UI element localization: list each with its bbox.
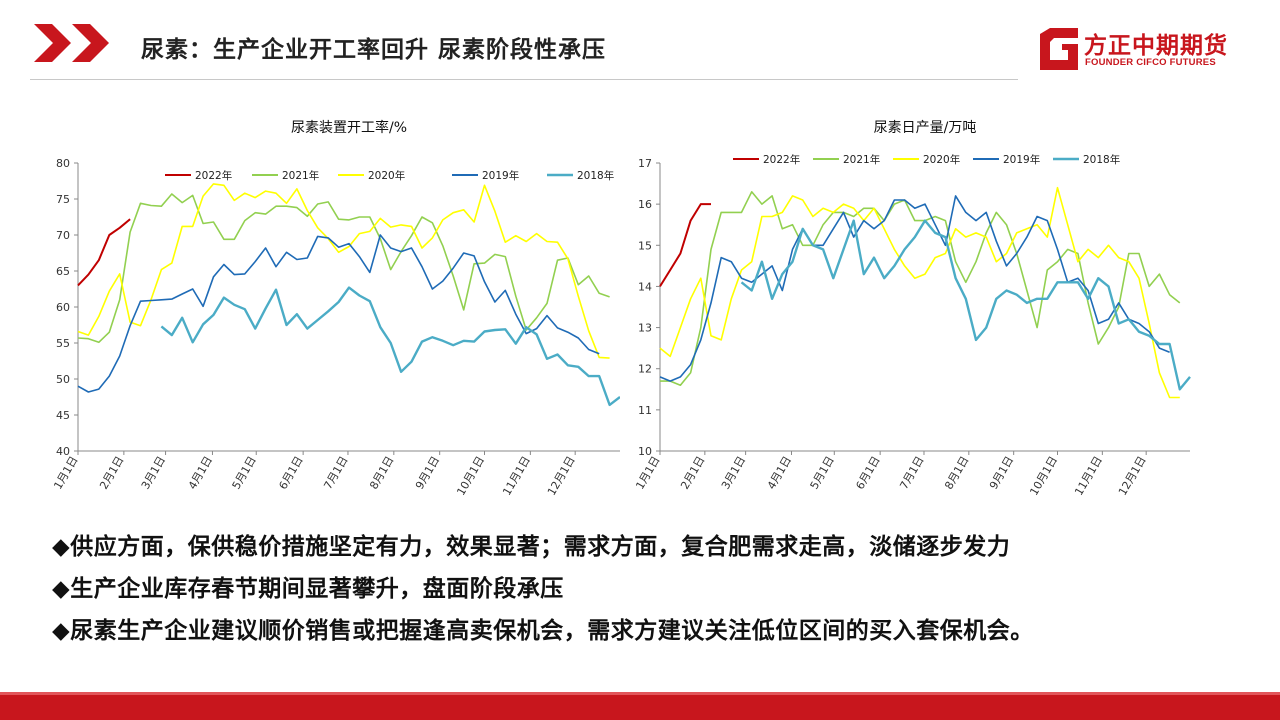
x-tick-label: 2月1日: [678, 454, 707, 492]
y-tick-label: 65: [56, 265, 70, 278]
series-line-2022年: [659, 203, 711, 287]
x-tick-label: 1月1日: [633, 454, 662, 492]
series-line-2018年: [740, 219, 1191, 391]
legend-label: 2018年: [577, 169, 614, 182]
bullet-item: ◆尿素生产企业建议顺价销售或把握逢高卖保机会，需求方建议关注低位区间的买入套保机…: [52, 610, 1034, 652]
series-line-2020年: [659, 186, 1180, 399]
y-tick-label: 11: [638, 404, 652, 417]
y-tick-label: 14: [638, 280, 652, 293]
logo-mark-icon: [1040, 28, 1078, 70]
x-tick-label: 10月1日: [454, 454, 487, 498]
y-tick-label: 75: [56, 193, 70, 206]
bullet-text: 尿素生产企业建议顺价销售或把握逢高卖保机会，需求方建议关注低位区间的买入套保机会…: [70, 618, 1034, 644]
legend-label: 2019年: [1003, 153, 1040, 166]
chart-title: 尿素日产量/万吨: [874, 120, 977, 136]
y-tick-label: 15: [638, 239, 652, 252]
chart-title: 尿素装置开工率/%: [291, 119, 407, 136]
x-tick-label: 12月1日: [1116, 454, 1149, 498]
x-tick-label: 3月1日: [139, 454, 168, 492]
y-tick-label: 60: [56, 301, 70, 314]
y-tick-label: 10: [638, 445, 652, 458]
x-tick-label: 11月1日: [1072, 454, 1105, 498]
y-tick-label: 17: [638, 157, 652, 170]
legend-label: 2022年: [195, 169, 232, 182]
legend-label: 2018年: [1083, 153, 1120, 166]
series-line-2019年: [77, 234, 600, 393]
bullet-item: ◆供应方面，保供稳价措施坚定有力，效果显著；需求方面，复合肥需求走高，淡储逐步发…: [52, 526, 1034, 568]
legend-label: 2021年: [843, 153, 880, 166]
y-tick-label: 40: [56, 445, 70, 458]
y-tick-label: 13: [638, 322, 652, 335]
bullet-list: ◆供应方面，保供稳价措施坚定有力，效果显著；需求方面，复合肥需求走高，淡储逐步发…: [52, 526, 1034, 652]
x-tick-label: 7月1日: [897, 454, 926, 492]
legend-label: 2022年: [763, 153, 800, 166]
x-tick-label: 3月1日: [719, 454, 748, 492]
series-line-2021年: [660, 191, 1181, 387]
y-tick-label: 70: [56, 229, 70, 242]
logo-text-en: FOUNDER CIFCO FUTURES: [1085, 57, 1216, 68]
daily-output-chart: 尿素日产量/万吨 10 11 12 13 14 15 16 17 1月1日 2月1日 3月1日 4月1日…: [633, 120, 1191, 498]
diamond-bullet-icon: ◆: [52, 576, 71, 602]
x-tick-label: 4月1日: [186, 454, 215, 492]
x-tick-label: 9月1日: [413, 454, 442, 492]
x-tick-label: 8月1日: [367, 454, 396, 492]
page-title: 尿素：生产企业开工率回升 尿素阶段性承压: [141, 37, 607, 63]
series-line-2022年: [77, 218, 131, 287]
company-logo: 方正中期期货 FOUNDER CIFCO FUTURES: [1040, 26, 1255, 76]
x-tick-label: 11月1日: [500, 454, 533, 498]
y-tick-label: 16: [638, 198, 652, 211]
x-tick-label: 5月1日: [808, 454, 837, 492]
bullet-text: 生产企业库存春节期间显著攀升，盘面阶段承压: [70, 576, 564, 602]
x-tick-label: 1月1日: [51, 454, 80, 492]
chevron-arrows-icon: [34, 24, 114, 66]
x-tick-label: 8月1日: [942, 454, 971, 492]
legend-label: 2019年: [482, 169, 519, 182]
y-tick-label: 45: [56, 409, 70, 422]
series-line-2020年: [77, 183, 610, 359]
operating-rate-chart: 尿素装置开工率/% 40 45 50 55 60 65 70 75 80 1月1日 2月1日 3月1日 4…: [51, 119, 620, 498]
x-tick-label: 12月1日: [545, 454, 578, 498]
diamond-bullet-icon: ◆: [52, 618, 71, 644]
bullet-item: ◆生产企业库存春节期间显著攀升，盘面阶段承压: [52, 568, 1034, 610]
bullet-text: 供应方面，保供稳价措施坚定有力，效果显著；需求方面，复合肥需求走高，淡储逐步发力: [70, 534, 1011, 560]
series-line-2018年: [160, 286, 620, 407]
x-tick-label: 9月1日: [987, 454, 1016, 492]
footer-stripe: [0, 692, 1280, 695]
x-tick-label: 6月1日: [853, 454, 882, 492]
legend-label: 2021年: [282, 169, 319, 182]
series-line-2019年: [659, 195, 1170, 382]
y-tick-label: 80: [56, 157, 70, 170]
x-tick-label: 6月1日: [276, 454, 305, 492]
x-tick-label: 4月1日: [765, 454, 794, 492]
logo-text-cn: 方正中期期货: [1084, 33, 1228, 59]
x-tick-label: 10月1日: [1027, 454, 1060, 498]
x-tick-label: 2月1日: [97, 454, 126, 492]
legend-label: 2020年: [368, 169, 405, 182]
x-tick-label: 7月1日: [321, 454, 350, 492]
y-tick-label: 55: [56, 337, 70, 350]
series-line-2021年: [77, 193, 610, 344]
diamond-bullet-icon: ◆: [52, 534, 71, 560]
y-tick-label: 50: [56, 373, 70, 386]
header-divider: [30, 79, 1018, 80]
y-tick-label: 12: [638, 363, 652, 376]
footer-bar: [0, 692, 1280, 720]
legend-label: 2020年: [923, 153, 960, 166]
x-tick-label: 5月1日: [230, 454, 259, 492]
